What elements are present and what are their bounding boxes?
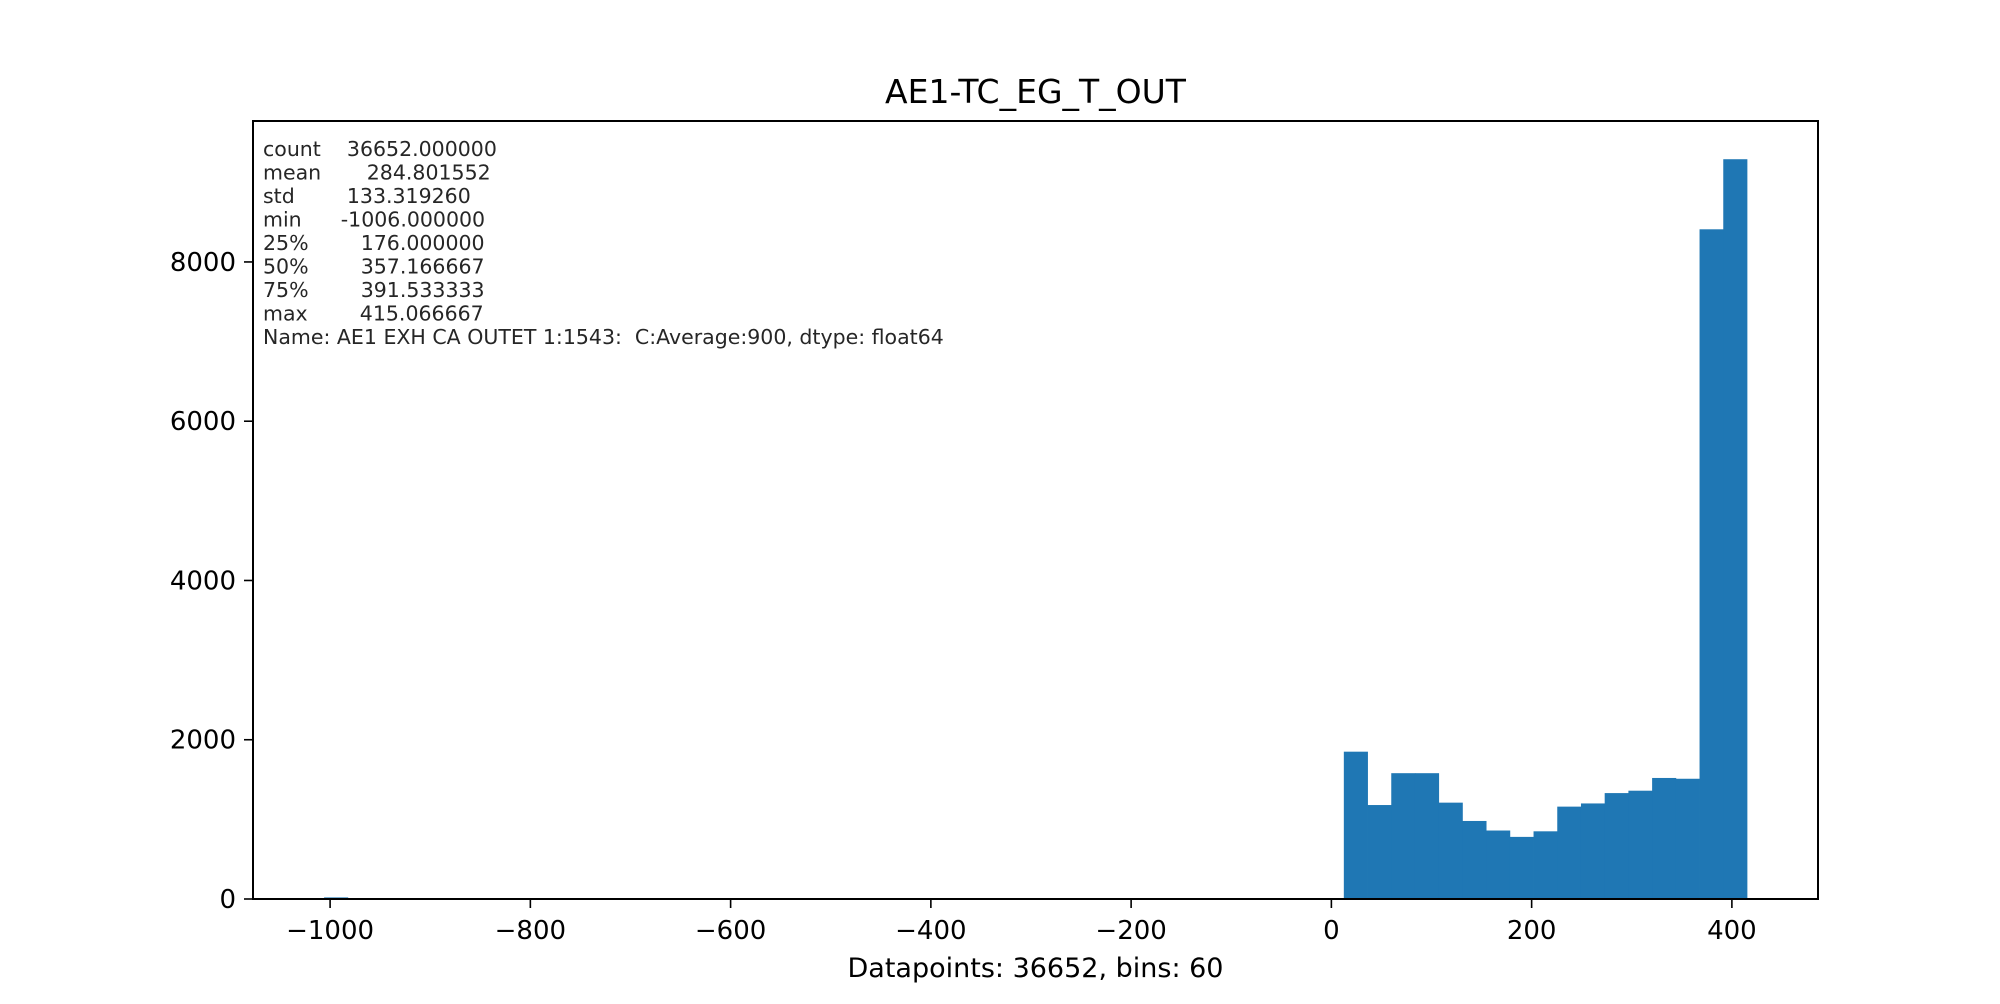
histogram-bar [1628, 790, 1653, 899]
stats-line: min -1006.000000 [263, 208, 485, 232]
x-tick-label: −200 [1095, 916, 1166, 946]
x-tick-label: −1000 [286, 916, 374, 946]
histogram-bar [1604, 793, 1629, 899]
y-tick-label: 6000 [170, 407, 236, 437]
histogram-bar [1557, 806, 1582, 899]
stats-line: Name: AE1 EXH CA OUTET 1:1543: C:Average… [263, 325, 944, 349]
y-tick-label: 4000 [170, 566, 236, 596]
ticks-layer: −1000 −800 −600 −400 −200 0 200 400020004000600… [170, 248, 1757, 946]
histogram-bar [1391, 773, 1416, 899]
histogram-bar [1580, 803, 1606, 899]
histogram-bar [1699, 229, 1724, 899]
stats-line: max 415.066667 [263, 302, 484, 326]
histogram-bar [1343, 751, 1368, 899]
stats-summary: count 36652.000000 mean 284.801552 std 133… [263, 137, 944, 349]
x-tick-label: 0 [1323, 916, 1340, 946]
histogram-bar [1367, 805, 1392, 899]
x-axis-label: Datapoints: 36652, bins: 60 [848, 953, 1224, 984]
stats-line: 50% 357.166667 [263, 255, 485, 279]
chart-title: AE1-TC_EG_T_OUT [885, 72, 1187, 111]
y-tick-label: 0 [219, 885, 236, 915]
x-tick-label: 400 [1707, 916, 1757, 946]
histogram-bar [1462, 820, 1487, 899]
histogram-bar [1414, 773, 1440, 899]
stats-line: 25% 176.000000 [263, 231, 485, 255]
y-tick-label: 2000 [170, 726, 236, 756]
x-tick-label: −400 [895, 916, 966, 946]
stats-line: std 133.319260 [263, 184, 471, 208]
stats-line: 75% 391.533333 [263, 278, 485, 302]
x-tick-label: −800 [495, 916, 566, 946]
stats-line: count 36652.000000 [263, 137, 497, 161]
stats-line: mean 284.801552 [263, 161, 491, 185]
plot-frame [252, 120, 1819, 900]
x-tick-label: −600 [695, 916, 766, 946]
histogram-bar [1486, 830, 1511, 899]
histogram-bar [1509, 836, 1534, 899]
bars-layer [324, 159, 1748, 899]
histogram-bar [1723, 159, 1748, 899]
y-tick-label: 8000 [170, 248, 236, 278]
x-tick-label: 200 [1507, 916, 1557, 946]
histogram-bar [1438, 802, 1463, 899]
histogram-bar [1533, 831, 1558, 899]
histogram-bar [1675, 778, 1700, 899]
histogram-bar [1652, 777, 1677, 899]
